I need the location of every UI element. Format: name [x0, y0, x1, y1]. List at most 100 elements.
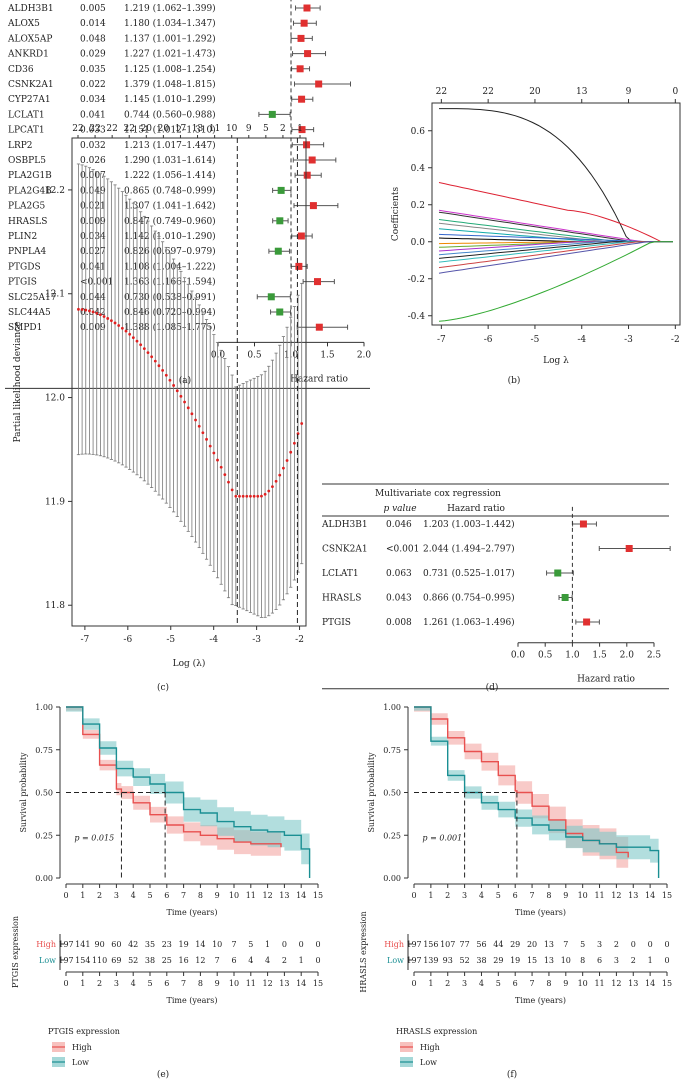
- hr-marker: [276, 217, 284, 225]
- deviance-point: [106, 317, 110, 320]
- risk-x-tick-label: 14: [296, 979, 306, 988]
- x-tick-label: -6: [123, 635, 132, 645]
- risk-row-label: High: [36, 940, 56, 949]
- risk-count: 19: [510, 956, 520, 965]
- risk-count: 15: [527, 956, 537, 965]
- hazard-ratio-ci: 1.203 (1.003–1.442): [423, 519, 515, 530]
- risk-count: 197: [406, 940, 421, 949]
- gene-label: LCLAT1: [322, 569, 359, 579]
- hr-marker: [315, 323, 323, 331]
- risk-count: 0: [664, 940, 669, 949]
- x-tick-label: -6: [484, 335, 493, 345]
- hazard-ratio-ci: 0.866 (0.754–0.995): [423, 593, 515, 604]
- y-tick-label: 0.0: [411, 238, 426, 248]
- coefficient-path: [438, 241, 673, 269]
- risk-row-label: Low: [39, 956, 56, 965]
- hr-marker: [298, 126, 306, 134]
- gene-label: SMPD1: [8, 323, 42, 333]
- risk-x-tick-label: 2: [445, 979, 450, 988]
- hazard-ratio-ci: 1.137 (1.001–1.292): [124, 33, 216, 44]
- gene-label: PLA2G5: [8, 202, 45, 212]
- deviance-point: [278, 473, 282, 477]
- risk-count: 90: [95, 940, 105, 949]
- col-hr-header: Hazard ratio: [447, 504, 505, 514]
- x-axis-title: Log (λ): [173, 658, 206, 669]
- deviance-point: [161, 368, 165, 372]
- deviance-point: [245, 494, 249, 498]
- p-value: 0.026: [80, 156, 106, 166]
- deviance-point: [135, 339, 139, 343]
- risk-x-tick-label: 0: [411, 979, 416, 988]
- risk-table-title: PTGIS expression: [11, 916, 20, 988]
- p-value: 0.032: [80, 141, 106, 151]
- risk-x-tick-label: 8: [546, 979, 551, 988]
- deviance-point: [208, 444, 212, 448]
- panel-d-multivariate-forest: Multivariate cox regression p value Hazard…: [321, 483, 671, 690]
- x-tick-label: -2: [671, 335, 680, 345]
- p-value: 0.043: [386, 594, 412, 604]
- legend-label: High: [420, 1043, 440, 1052]
- p-value-label: p = 0.001: [422, 833, 462, 842]
- top-tick-label: 22: [436, 87, 447, 97]
- risk-x-tick-label: 7: [530, 979, 535, 988]
- deviance-point: [212, 451, 216, 455]
- legend-label: Low: [420, 1058, 437, 1067]
- risk-x-tick-label: 8: [198, 979, 203, 988]
- gene-label: OSBPL5: [8, 156, 46, 166]
- risk-count: 56: [476, 940, 486, 949]
- hazard-ratio-ci: 1.307 (1.041–1.642): [124, 201, 216, 212]
- panel-label-c: (c): [157, 682, 169, 693]
- deviance-point: [282, 466, 285, 470]
- risk-count: 4: [248, 956, 253, 965]
- p-value: 0.005: [80, 4, 106, 14]
- deviance-point: [172, 384, 176, 387]
- p-value: 0.014: [80, 19, 106, 29]
- p-value: 0.034: [80, 95, 106, 105]
- top-tick-label: 1: [297, 124, 303, 134]
- deviance-point: [109, 319, 113, 322]
- risk-count: 0: [315, 940, 320, 949]
- risk-count: 29: [510, 940, 520, 949]
- deviance-point: [274, 479, 278, 483]
- hr-marker: [277, 186, 285, 194]
- hazard-ratio-ci: 1.142 (1.010–1.290): [124, 231, 216, 242]
- risk-count: 139: [423, 956, 438, 965]
- risk-count: 197: [58, 940, 73, 949]
- gene-label: ANKRD1: [7, 50, 49, 60]
- deviance-point: [252, 494, 256, 498]
- panel-label-a: (a): [179, 375, 191, 386]
- deviance-point: [117, 324, 121, 327]
- risk-table-title: HRASLS expression: [359, 911, 368, 992]
- x-tick-label: 7: [530, 891, 535, 900]
- hazard-ratio-ci: 1.151 (1.012–1.310): [124, 125, 216, 136]
- risk-count: 197: [58, 956, 73, 965]
- x-tick-label: 2: [445, 891, 450, 900]
- legend-title: HRASLS expression: [396, 1027, 477, 1036]
- deviance-point: [153, 359, 157, 363]
- hr-marker: [300, 19, 308, 27]
- deviance-point: [249, 494, 252, 498]
- top-tick-label: 5: [263, 124, 269, 134]
- top-tick-label: 22: [72, 124, 83, 134]
- risk-count: 0: [631, 940, 636, 949]
- deviance-point: [285, 459, 289, 462]
- y-tick-label: 0.00: [35, 874, 53, 883]
- risk-count: 1: [648, 956, 653, 965]
- coefficient-path: [438, 241, 673, 274]
- x-tick-label: 4: [131, 891, 136, 900]
- hr-marker: [274, 247, 282, 255]
- x-tick-label: 1.0: [284, 350, 299, 360]
- risk-count: 2: [631, 956, 636, 965]
- legend-title: PTGIS expression: [48, 1027, 120, 1036]
- risk-count: 154: [75, 956, 90, 965]
- x-tick-label: -3: [252, 635, 261, 645]
- risk-count: 13: [544, 940, 554, 949]
- risk-count: 10: [561, 956, 571, 965]
- deviance-point: [271, 485, 274, 489]
- risk-row-label: High: [384, 940, 404, 949]
- risk-x-tick-label: 7: [181, 979, 186, 988]
- y-tick-label: 0.4: [411, 164, 426, 174]
- deviance-point: [260, 494, 263, 498]
- deviance-point: [95, 311, 99, 315]
- risk-count: 77: [460, 940, 470, 949]
